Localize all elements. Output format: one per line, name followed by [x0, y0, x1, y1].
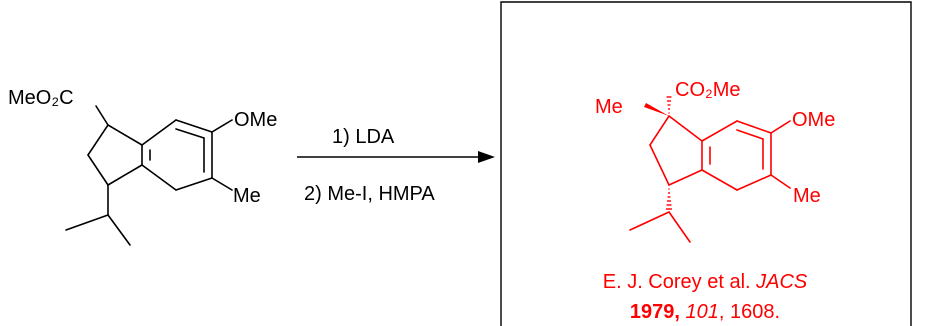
reactant-methyl-label: Me	[233, 185, 261, 207]
product-quat-methyl-label: Me	[595, 96, 623, 118]
reagent-step1: 1) LDA	[332, 126, 395, 148]
citation-volume: 101	[686, 301, 719, 323]
citation-journal: JACS	[755, 271, 808, 293]
citation-line2: 1979, 101, 1608.	[630, 301, 780, 323]
bond	[701, 120, 738, 142]
citation-pages: , 1608.	[719, 301, 780, 323]
bond	[701, 169, 738, 191]
reagent-step2: 2) Me-I, HMPA	[304, 183, 435, 205]
bond	[649, 144, 670, 186]
ester-bond	[95, 105, 109, 126]
methoxy-bond	[770, 120, 791, 134]
product-structure	[629, 96, 791, 243]
bond	[668, 115, 703, 142]
methyl-bond	[770, 174, 791, 189]
citation-line1: E. J. Corey et al. JACS	[603, 271, 808, 293]
citation-year: 1979,	[630, 301, 680, 323]
hashed-wedge-bond	[666, 188, 672, 210]
bond	[175, 119, 213, 133]
product-ester-label: CO₂Me	[675, 79, 741, 101]
product-box	[500, 1, 912, 326]
aromatic-bond	[175, 128, 205, 139]
bond	[87, 124, 109, 156]
bond	[736, 120, 772, 134]
methoxy-bond	[211, 119, 233, 133]
solid-wedge-bond	[644, 103, 669, 116]
bond	[107, 124, 143, 146]
isopropyl-bond	[629, 211, 670, 231]
isopropyl-bond	[668, 211, 691, 243]
hashed-wedge-bond	[666, 96, 672, 114]
bond	[175, 177, 213, 191]
aromatic-bond	[736, 129, 764, 140]
bond	[649, 115, 670, 146]
bond	[141, 119, 177, 146]
reactant-ester-label: MeO₂C	[8, 87, 74, 109]
reactant-structure	[65, 105, 233, 246]
bond	[87, 154, 109, 186]
bond	[668, 169, 703, 186]
bond	[107, 164, 143, 186]
isopropyl-bond	[65, 214, 109, 231]
bond	[736, 174, 772, 191]
arrow-head	[478, 151, 495, 163]
methyl-bond	[211, 177, 233, 191]
citation-authors: E. J. Corey et al.	[603, 271, 756, 293]
reactant-methoxy-label: OMe	[234, 109, 277, 131]
product-methyl-label: Me	[793, 185, 821, 207]
product-methoxy-label: OMe	[792, 109, 835, 131]
isopropyl-bond	[107, 214, 131, 246]
bond	[141, 164, 177, 191]
